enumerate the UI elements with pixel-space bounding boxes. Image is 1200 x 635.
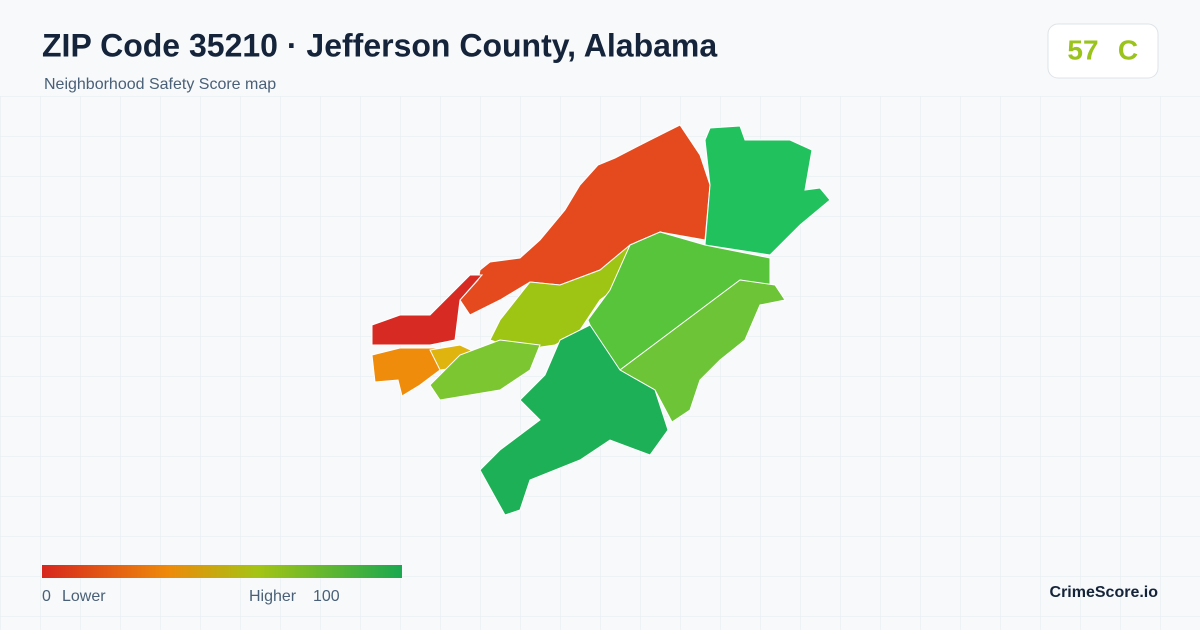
- region: [429, 339, 541, 401]
- score-grade: C: [1118, 34, 1138, 65]
- legend-max-label: Higher: [249, 588, 297, 605]
- legend-max: 100: [313, 588, 340, 605]
- zip-map: [371, 124, 831, 516]
- brand: CrimeScore.io: [1050, 584, 1159, 601]
- region: [479, 324, 669, 516]
- legend-gradient: [42, 565, 402, 578]
- score-value: 57: [1067, 34, 1098, 65]
- region: [619, 279, 786, 423]
- legend-min-label: Lower: [62, 588, 106, 605]
- subtitle: Neighborhood Safety Score map: [44, 76, 276, 93]
- legend-min: 0: [42, 588, 51, 605]
- title: ZIP Code 35210 · Jefferson County, Alaba…: [42, 27, 717, 63]
- score-box: [1047, 23, 1159, 79]
- region: [371, 274, 484, 346]
